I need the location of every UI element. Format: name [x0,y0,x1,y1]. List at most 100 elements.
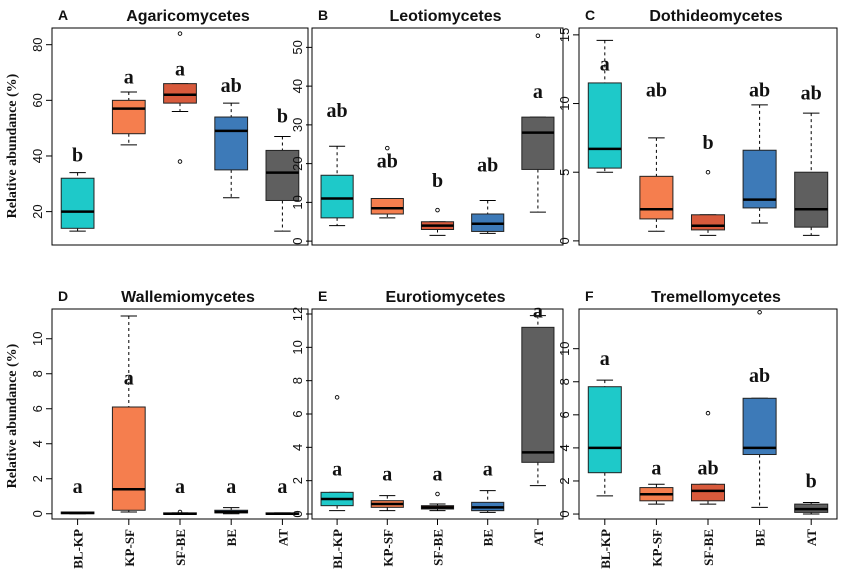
significance-label: a [175,58,185,80]
x-tick-label: KP-SF [649,529,664,567]
significance-label: a [483,459,493,481]
significance-label: a [382,464,392,486]
y-tick-label: 12 [290,307,305,321]
y-tick-label: 2 [290,477,305,484]
significance-label: ab [697,457,718,479]
outlier-point [435,207,440,213]
y-tick-label: 0 [30,510,45,517]
box-bl-kp [587,82,622,169]
y-tick-label: 15 [557,28,572,42]
outlier-point [177,509,183,515]
plot-frame [311,27,564,246]
box-bl-kp [587,386,622,474]
y-tick-label: 2 [557,477,572,484]
significance-label: a [175,476,185,498]
significance-label: a [533,300,543,322]
significance-label: ab [377,151,398,173]
outlier-point [757,310,762,315]
x-tick-label: KP-SF [380,529,395,567]
outlier-point [177,159,183,164]
plot-frame [578,27,838,246]
panel-title: Wallemiomycetes [121,289,255,306]
outlier-point [385,145,390,151]
y-tick-label: 40 [30,149,45,163]
y-axis-label-top: Relative abundance (%) [5,73,20,218]
significance-label: a [332,459,342,481]
panel-letter: C [585,7,595,23]
y-tick-label: 80 [30,37,45,51]
box-be [742,397,777,456]
y-tick-label: 4 [30,440,45,447]
x-tick-label: AT [275,529,290,546]
panel-title: Dothideomycetes [649,8,782,25]
box-sf-be [690,214,726,231]
y-tick-label: 2 [30,475,45,482]
x-tick-label: BL-KP [330,529,345,569]
y-tick-label: 4 [557,444,572,451]
y-tick-label: 30 [290,118,305,132]
y-tick-label: 4 [290,444,305,451]
significance-label: b [806,471,817,493]
box-bl-kp [320,174,354,219]
x-tick-label: SF-BE [173,529,188,566]
box-sf-be [690,483,726,502]
y-tick-label: 40 [290,79,305,93]
y-tick-label: 10 [30,332,45,346]
significance-label: ab [646,80,667,102]
y-tick-label: 60 [30,93,45,107]
significance-label: b [72,145,83,167]
panel-b: B Leotiomycetes 0 10 20 30 40 50 ab ab b ab a [290,7,564,246]
significance-label: a [600,54,610,76]
y-tick-label: 0 [557,510,572,517]
outlier-point [535,33,541,39]
y-tick-label: 0 [557,237,572,244]
box-be [742,149,777,209]
significance-label: b [702,132,713,154]
y-tick-label: 50 [290,40,305,54]
x-tick-label: BL-KP [71,529,86,569]
panel-d: D Wallemiomycetes 0 2 4 6 8 10 a BL-KP a KP-SF a SF-B… [30,288,309,569]
significance-label: ab [801,82,822,104]
significance-label: a [124,67,134,89]
y-tick-label: 8 [557,378,572,385]
box-at [794,171,829,228]
box-be [214,116,249,171]
plot-frame [51,27,309,246]
y-tick-label: 0 [290,238,305,245]
box-at [521,116,555,170]
panel-c: C Dothideomycetes 0 5 10 15 a ab b ab ab [557,7,838,246]
y-tick-label: 20 [30,204,45,218]
significance-label: ab [749,80,770,102]
panel-e: E Eurotiomycetes 0 2 4 6 8 10 12 a BL-KP a KP-SF a SF-… [290,288,564,569]
y-tick-label: 6 [557,411,572,418]
y-tick-label: 20 [290,156,305,170]
y-axis-label-bottom: Relative abundance (%) [5,343,20,488]
outlier-point [435,491,440,497]
y-tick-label: 10 [290,340,305,354]
significance-label: ab [221,75,242,97]
box-kp-sf [639,175,674,220]
panel-title: Eurotiomycetes [385,289,505,306]
panel-title: Leotiomycetes [389,8,501,25]
panel-letter: B [318,7,328,23]
x-tick-label: AT [531,529,546,546]
significance-label: a [124,367,134,389]
x-tick-label: SF-BE [701,529,716,566]
y-tick-label: 10 [557,341,572,355]
box-kp-sf [111,99,146,135]
significance-label: b [277,106,288,128]
y-tick-label: 8 [30,370,45,377]
outlier-point [705,410,711,416]
y-tick-label: 10 [290,195,305,209]
x-tick-label: SF-BE [431,529,446,566]
box-kp-sf [111,406,146,511]
y-tick-label: 8 [290,377,305,384]
outlier-point [705,169,711,175]
y-tick-label: 6 [30,405,45,412]
panel-title: Tremellomycetes [651,289,781,306]
significance-label: ab [477,154,498,176]
panel-letter: D [58,288,68,304]
box-bl-kp [60,177,95,229]
panel-a: A Agaricomycetes 20 40 60 80 b a a ab b [30,7,309,246]
